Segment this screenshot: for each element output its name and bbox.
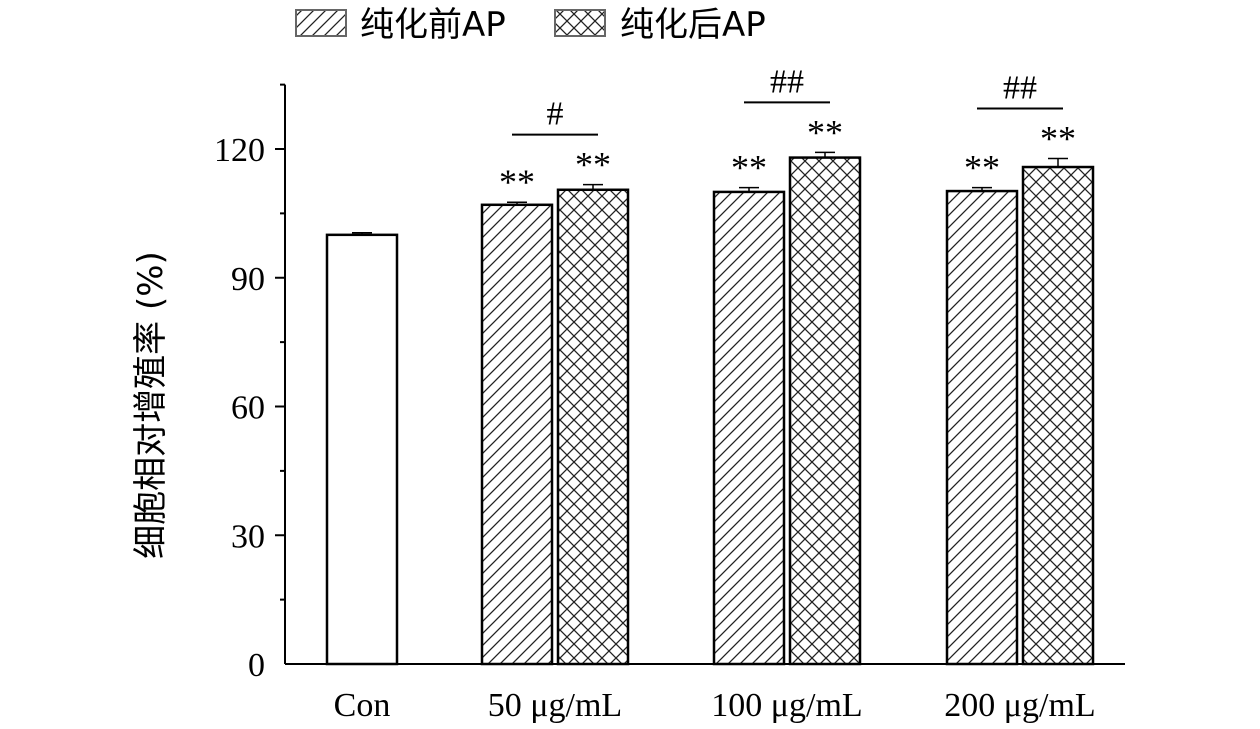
legend: 纯化前AP 纯化后AP bbox=[295, 5, 766, 45]
x-tick-label: 100 μg/mL bbox=[711, 687, 862, 724]
bar-post bbox=[556, 188, 630, 666]
bar-pre bbox=[712, 190, 786, 666]
y-tick-label: 120 bbox=[214, 132, 265, 169]
comparison-label: ## bbox=[770, 63, 804, 100]
comparison-label: ## bbox=[1003, 69, 1037, 106]
y-tick-label: 60 bbox=[231, 390, 265, 427]
significance-label: ** bbox=[807, 112, 843, 152]
significance-label: ** bbox=[575, 145, 611, 185]
x-tick-label: 50 μg/mL bbox=[488, 687, 622, 724]
bar-control bbox=[325, 233, 399, 666]
legend-label-pre: 纯化前AP bbox=[360, 5, 506, 45]
significance-label: ** bbox=[964, 148, 1000, 188]
x-tick-label: Con bbox=[334, 687, 391, 724]
y-tick-label: 30 bbox=[231, 518, 265, 555]
bar-post bbox=[788, 156, 862, 666]
x-tick-label: 200 μg/mL bbox=[944, 687, 1095, 724]
y-tick-label: 0 bbox=[248, 647, 265, 684]
y-tick-label: 90 bbox=[231, 261, 265, 298]
y-axis-label: 细胞相对增殖率 (%) bbox=[131, 251, 171, 559]
significance-label: ** bbox=[731, 148, 767, 188]
bar-post bbox=[1021, 165, 1095, 666]
significance-label: ** bbox=[1040, 118, 1076, 158]
bar-pre bbox=[480, 203, 554, 666]
bar-pre bbox=[945, 189, 1019, 666]
comparison-label: # bbox=[547, 96, 564, 133]
significance-label: ** bbox=[499, 162, 535, 202]
legend-label-post: 纯化后AP bbox=[620, 5, 766, 45]
legend-swatch-pre bbox=[295, 9, 347, 37]
legend-swatch-post bbox=[554, 9, 606, 37]
